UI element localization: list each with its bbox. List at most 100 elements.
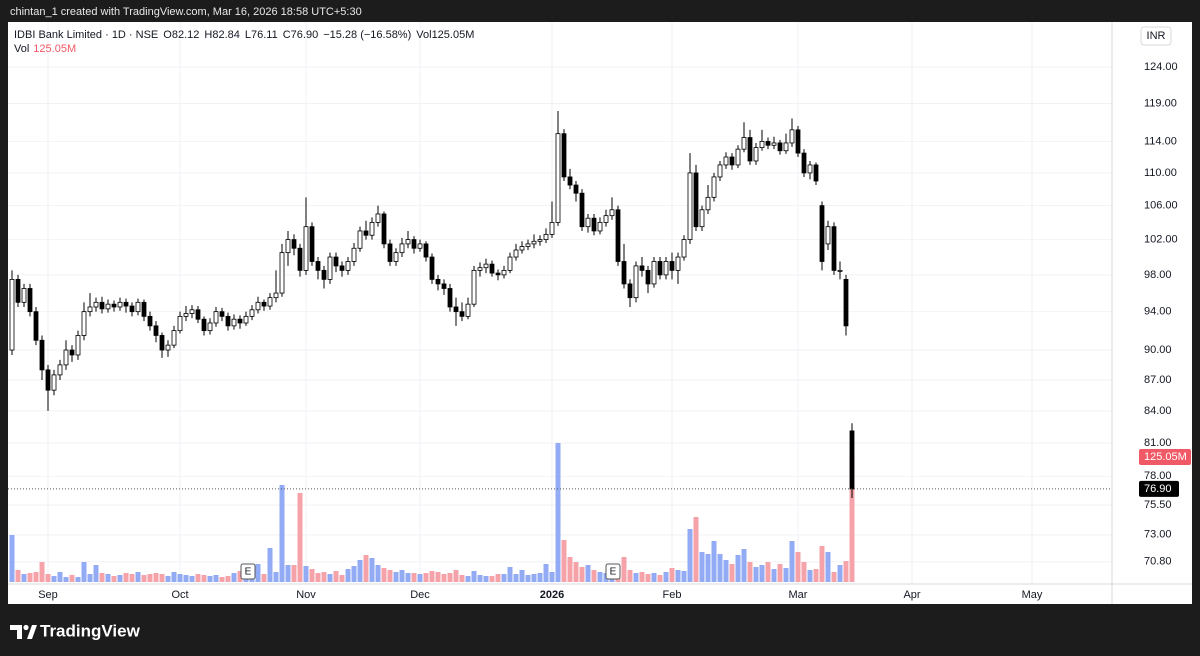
chart-panel bbox=[8, 22, 1192, 604]
candle-body bbox=[471, 269, 477, 305]
volume-bar bbox=[255, 564, 261, 582]
candle-body bbox=[435, 278, 441, 285]
candle-body bbox=[447, 288, 453, 308]
y-tick-label: 106.00 bbox=[1144, 200, 1178, 212]
volume-bar bbox=[483, 576, 489, 582]
volume-value: 125.05M bbox=[432, 29, 475, 41]
candle-body bbox=[711, 176, 717, 198]
candle-body bbox=[567, 176, 573, 186]
volume-bar bbox=[735, 555, 741, 582]
candle-body bbox=[219, 311, 225, 317]
candle-body bbox=[675, 256, 681, 271]
volume-bar bbox=[291, 565, 297, 582]
candle-body bbox=[543, 233, 549, 240]
volume-bar bbox=[447, 573, 453, 582]
volume-name: Vol bbox=[14, 43, 29, 55]
volume-bar bbox=[531, 574, 537, 582]
volume-bar bbox=[279, 485, 285, 582]
volume-bar bbox=[585, 565, 591, 582]
volume-bar bbox=[501, 574, 507, 582]
volume-bar bbox=[15, 570, 21, 582]
candle-body bbox=[627, 283, 633, 299]
candle-body bbox=[327, 256, 333, 280]
volume-bar bbox=[621, 557, 627, 582]
volume-bar bbox=[267, 548, 273, 582]
candle-body bbox=[423, 243, 429, 258]
volume-bar bbox=[189, 576, 195, 582]
volume-bar bbox=[591, 570, 597, 582]
candle-body bbox=[753, 147, 759, 162]
candle-body bbox=[519, 246, 525, 251]
volume-bar bbox=[765, 562, 771, 582]
candle-body bbox=[813, 164, 819, 182]
candle-body bbox=[141, 301, 147, 317]
volume-bar bbox=[207, 576, 213, 582]
candle-body bbox=[777, 142, 783, 152]
volume-bar bbox=[507, 567, 513, 582]
volume-bar bbox=[45, 574, 51, 582]
candle-body bbox=[585, 217, 591, 228]
volume-bar bbox=[9, 535, 15, 582]
volume-bar bbox=[39, 562, 45, 582]
candle-body bbox=[207, 322, 213, 332]
candle-body bbox=[837, 269, 843, 272]
volume-bar bbox=[159, 574, 165, 582]
earnings-marker[interactable]: E bbox=[240, 563, 256, 580]
x-tick-label: Nov bbox=[296, 589, 316, 601]
candle-body bbox=[129, 305, 135, 313]
candle-body bbox=[369, 222, 375, 236]
volume-bar bbox=[537, 573, 543, 582]
volume-bar bbox=[555, 443, 561, 582]
y-tick-label: 81.00 bbox=[1144, 437, 1172, 449]
candle-body bbox=[537, 239, 543, 242]
volume-bar bbox=[381, 568, 387, 582]
candle-body bbox=[597, 222, 603, 232]
volume-bar bbox=[219, 577, 225, 582]
candle-body bbox=[489, 263, 495, 274]
volume-bar bbox=[417, 574, 423, 582]
candle-body bbox=[75, 335, 81, 356]
x-tick-label: May bbox=[1022, 589, 1043, 601]
volume-bar bbox=[681, 571, 687, 582]
volume-bar bbox=[837, 565, 843, 582]
candle-body bbox=[315, 261, 321, 271]
volume-bar bbox=[369, 558, 375, 582]
candle-body bbox=[279, 252, 285, 294]
volume-bar bbox=[147, 574, 153, 582]
volume-bar bbox=[705, 554, 711, 582]
candle-body bbox=[27, 288, 33, 313]
volume-bar bbox=[387, 570, 393, 582]
candle-body bbox=[405, 239, 411, 245]
candle-body bbox=[561, 133, 567, 178]
x-tick-label: Dec bbox=[410, 589, 430, 601]
volume-bar bbox=[729, 564, 735, 582]
y-tick-label: 84.00 bbox=[1144, 405, 1172, 417]
candle-body bbox=[399, 243, 405, 254]
volume-bar bbox=[129, 574, 135, 582]
volume-bar bbox=[423, 573, 429, 582]
volume-bar bbox=[573, 562, 579, 582]
candle-body bbox=[51, 374, 57, 391]
candle-body bbox=[495, 272, 501, 276]
candle-body bbox=[147, 315, 153, 327]
volume-bar bbox=[831, 572, 837, 582]
volume-bar bbox=[525, 575, 531, 582]
earnings-marker[interactable]: E bbox=[605, 563, 621, 580]
candle-body bbox=[807, 164, 813, 174]
volume-bar bbox=[513, 574, 519, 582]
volume-bar bbox=[747, 562, 753, 582]
y-tick-label: 90.00 bbox=[1144, 344, 1172, 356]
volume-bar bbox=[699, 552, 705, 582]
currency-button[interactable] bbox=[1140, 26, 1172, 46]
volume-bar bbox=[123, 573, 129, 582]
volume-bar bbox=[651, 573, 657, 582]
volume-bar bbox=[57, 572, 63, 582]
candle-body bbox=[549, 222, 555, 235]
candle-body bbox=[171, 330, 177, 346]
volume-value: 125.05M bbox=[33, 43, 76, 55]
volume-bar bbox=[435, 572, 441, 582]
candle-body bbox=[501, 269, 507, 276]
earnings-box bbox=[240, 563, 256, 580]
candle-body bbox=[177, 315, 183, 332]
